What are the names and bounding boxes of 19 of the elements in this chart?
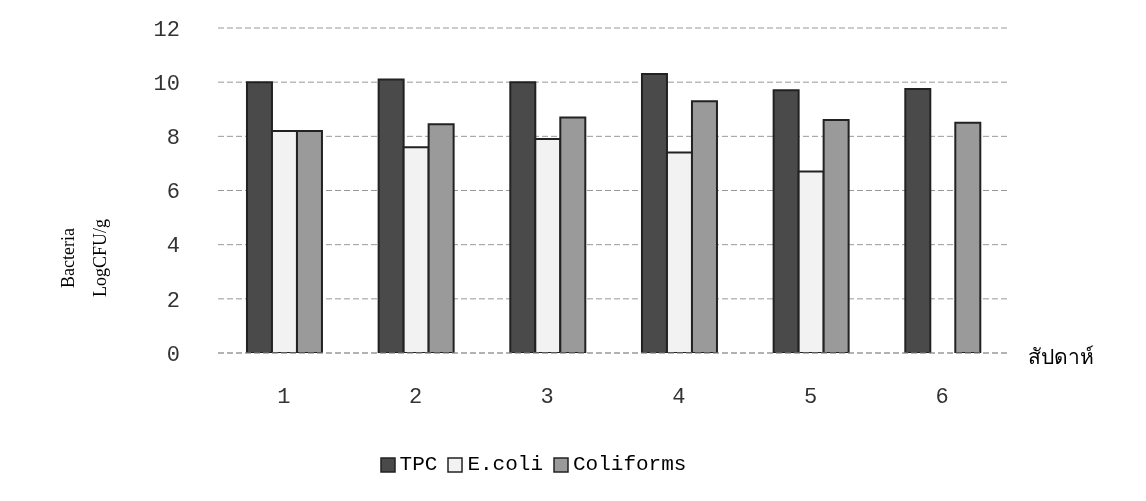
y-tick-label: 4: [166, 234, 180, 260]
x-tick-label: 4: [672, 384, 686, 410]
y-tick-label: 10: [153, 71, 180, 97]
y-tick-label: 8: [166, 126, 180, 152]
x-tick-label: 3: [540, 384, 554, 410]
x-tick-label: 6: [935, 384, 949, 410]
x-tick-label: 5: [803, 384, 818, 410]
legend-label: Coliforms: [573, 453, 687, 476]
x-axis-title: สัปดาห์: [1028, 344, 1094, 371]
legend-label: E.coli: [467, 453, 543, 476]
y-axis-title: Bacteria LogCFU/g: [57, 218, 111, 298]
bar: [904, 87, 932, 353]
y-tick-label: 2: [166, 288, 180, 314]
x-tick-label: 2: [408, 384, 423, 410]
x-tick-label: 1: [277, 384, 291, 410]
y-tick-label: 0: [166, 342, 180, 368]
legend-label: TPC: [399, 453, 438, 476]
y-tick-label: 6: [166, 180, 180, 206]
y-tick-label: 12: [153, 17, 180, 43]
